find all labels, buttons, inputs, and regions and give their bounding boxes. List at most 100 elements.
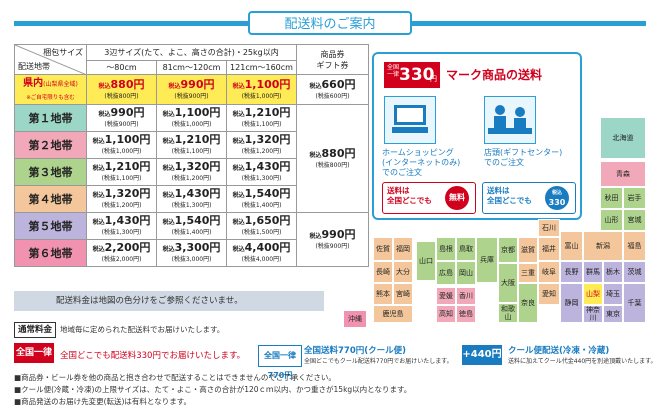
pref-toyama: 富山 — [560, 231, 583, 261]
pref-osaka: 大阪 — [498, 263, 518, 303]
home-fee-tag: 送料は 全国どこでも 無料 — [382, 182, 476, 214]
pref-wakayama: 和歌山 — [498, 303, 518, 323]
promo-badge: 全国一律 330 円 — [384, 62, 440, 88]
price-cell: 税込990円 (税抜900円) — [156, 74, 227, 105]
price-cell: 税込3,300円 (税抜3,000円) — [156, 239, 227, 267]
zone-cell-kennai: 県内(山梨県全域) ※ご自宅限りも含む — [14, 74, 87, 105]
kennai-label: 県内 — [23, 78, 44, 89]
map-note: 配送料金は地図の色分けをご参照くださいませ。 — [14, 291, 324, 311]
plus-badge: +440円 — [462, 345, 502, 365]
zone-cell: 第４地帯 — [14, 185, 87, 213]
pref-miyagi: 宮城 — [623, 209, 646, 231]
computer-icon — [384, 96, 436, 144]
pref-shizuoka: 静岡 — [560, 283, 583, 323]
cool-text: 全国どこでもクール配送料770円でお届けいたします。 — [304, 358, 453, 365]
corner-diagonal-line — [15, 45, 87, 75]
gift-cell: 税込660円 (税抜600円) — [296, 74, 370, 105]
pref-akita: 秋田 — [600, 187, 623, 209]
pref-miyazaki: 宮崎 — [393, 283, 413, 305]
pref-tokyo: 東京 — [603, 305, 623, 323]
gift-cell: 税込990円 (税抜900円) — [296, 212, 370, 267]
table-row: 第３地帯 税込1,210円 (税抜1,100円) 税込1,320円 (税抜1,200… — [14, 158, 369, 186]
pref-hyogo: 兵庫 — [476, 237, 498, 283]
pref-chiba: 千葉 — [623, 283, 646, 323]
pref-oita: 大分 — [393, 261, 413, 283]
table-row: 第５地帯 税込1,430円 (税抜1,300円) 税込1,540円 (税抜1,400… — [14, 212, 370, 267]
price-cell: 税込990円 (税抜900円) — [86, 104, 157, 132]
pref-gunma: 群馬 — [583, 261, 603, 283]
zone-cell: 第２地帯 — [14, 131, 87, 159]
price-cell: 税込1,320円 (税抜1,200円) — [156, 158, 227, 186]
price-cell: 税込1,100円 (税抜1,000円) — [156, 104, 227, 132]
price-cell: 税込2,200円 (税抜2,000円) — [86, 239, 157, 267]
pref-kochi: 高知 — [436, 305, 456, 323]
table-row: 第１地帯 税込990円 (税抜900円) 税込1,100円 (税抜1,000円) 税… — [14, 104, 370, 213]
table-row: 第２地帯 税込1,100円 (税抜1,000円) 税込1,210円 (税抜1,100… — [14, 131, 369, 159]
price-cell: 税込1,430円 (税抜1,300円) — [225, 158, 298, 186]
store-fee-tag: 送料は 全国どこでも 税込 330 — [482, 182, 576, 214]
price-cell: 税込4,400円 (税抜4,000円) — [225, 239, 298, 267]
pref-nagano: 長野 — [560, 261, 583, 283]
table-row: 第６地帯 税込2,200円 (税抜2,000円) 税込3,300円 (税抜3,000… — [14, 239, 369, 267]
pref-shimane: 島根 — [436, 237, 456, 261]
pref-hiroshima: 広島 — [436, 261, 456, 285]
pref-okinawa: 沖縄 — [343, 310, 367, 328]
zone-cell: 第５地帯 — [14, 212, 87, 240]
home-order-title: ホームショッピング (インターネットのみ) でのご注文 — [382, 148, 461, 177]
bullet-line: ■クール便(冷蔵・冷凍)の上限サイズは、たて・よこ・高さの合計が120ｃｍ以内、… — [14, 385, 412, 394]
cool2-text: 送料に加えてクール代金440円を別途頂戴いたします。 — [508, 358, 657, 365]
pref-ishikawa: 石川 — [538, 219, 560, 237]
pref-kagoshima: 鹿児島 — [373, 305, 413, 323]
normal-fee-label: 通常料金 — [14, 322, 56, 338]
pref-shiga: 滋賀 — [518, 237, 538, 263]
pref-nagasaki: 長崎 — [373, 261, 393, 283]
pref-kanagawa: 神奈川 — [583, 305, 603, 323]
cool-badge: 全国一律770円 — [258, 345, 302, 380]
promo-badge-price: 330 — [399, 65, 435, 85]
pref-iwate: 岩手 — [623, 187, 646, 209]
price-cell: 税込1,100円 (税抜1,000円) — [86, 131, 157, 159]
store-330-badge: 税込 330 — [545, 186, 569, 210]
pref-tokushima: 徳島 — [456, 305, 476, 323]
pref-tochigi: 栃木 — [603, 261, 623, 283]
normal-fee-text: 地域毎に定められた配送料でお届けいたします。 — [60, 325, 225, 334]
pref-hokkaido: 北海道 — [600, 117, 646, 159]
promo-badge-unit: 円 — [430, 75, 437, 83]
flat-badge: 全国一律330円 — [14, 343, 54, 378]
kennai-note: ※ご自宅限りも含む — [26, 95, 75, 101]
gift-cell: 税込880円 (税抜800円) — [296, 104, 370, 213]
pref-yamagata: 山形 — [600, 209, 623, 231]
table-row-kennai: 県内(山梨県全域) ※ご自宅限りも含む 税込880円 (税抜800円) 税込990… — [14, 74, 370, 105]
pref-kyoto: 京都 — [498, 237, 518, 263]
price-cell: 税込880円 (税抜800円) — [86, 74, 157, 105]
price-cell: 税込1,650円 (税抜1,500円) — [225, 212, 298, 240]
pref-kagawa: 香川 — [456, 287, 476, 305]
pref-saga: 佐賀 — [373, 237, 393, 261]
table-row: 第４地帯 税込1,320円 (税抜1,200円) 税込1,430円 (税抜1,300… — [14, 185, 369, 213]
pref-tottori: 鳥取 — [456, 237, 476, 261]
rates-table: 梱包サイズ 配送地帯 3辺サイズ(たて、よこ、高さの合計)・25kg以内 商品券… — [14, 44, 370, 267]
pref-nara: 奈良 — [518, 283, 538, 323]
pref-niigata: 新潟 — [583, 231, 623, 261]
pref-yamanashi: 山梨 — [583, 283, 603, 305]
cool2-title: クール便配送(冷凍・冷蔵) — [508, 346, 610, 356]
size-header: 81cm〜120cm — [156, 60, 227, 75]
pref-saitama: 埼玉 — [603, 283, 623, 305]
pref-kumamoto: 熊本 — [373, 283, 393, 305]
cool-title: 全国送料770円(クール便) — [304, 346, 407, 356]
zone-cell: 第１地帯 — [14, 104, 87, 132]
store-order-title: 店頭(ギフトセンター) でのご注文 — [484, 148, 563, 167]
col-size-label: 梱包サイズ — [43, 48, 83, 57]
header-rule-right — [412, 21, 646, 26]
price-cell: 税込1,100円 (税抜1,000円) — [225, 74, 298, 105]
store-counter-icon — [484, 96, 536, 144]
promo-box: 全国一律 330 円 マーク商品の送料 ホームショッピング (インターネットのみ… — [372, 52, 582, 220]
price-cell: 税込1,320円 (税抜1,200円) — [225, 131, 298, 159]
price-cell: 税込1,210円 (税抜1,100円) — [86, 158, 157, 186]
kennai-sub: (山梨県全域) — [43, 81, 78, 88]
price-cell: 税込1,320円 (税抜1,200円) — [86, 185, 157, 213]
price-cell: 税込1,210円 (税抜1,100円) — [225, 104, 298, 132]
gift-header: 商品券 ギフト券 — [296, 44, 370, 75]
zone-cell: 第３地帯 — [14, 158, 87, 186]
free-badge: 無料 — [445, 186, 469, 210]
